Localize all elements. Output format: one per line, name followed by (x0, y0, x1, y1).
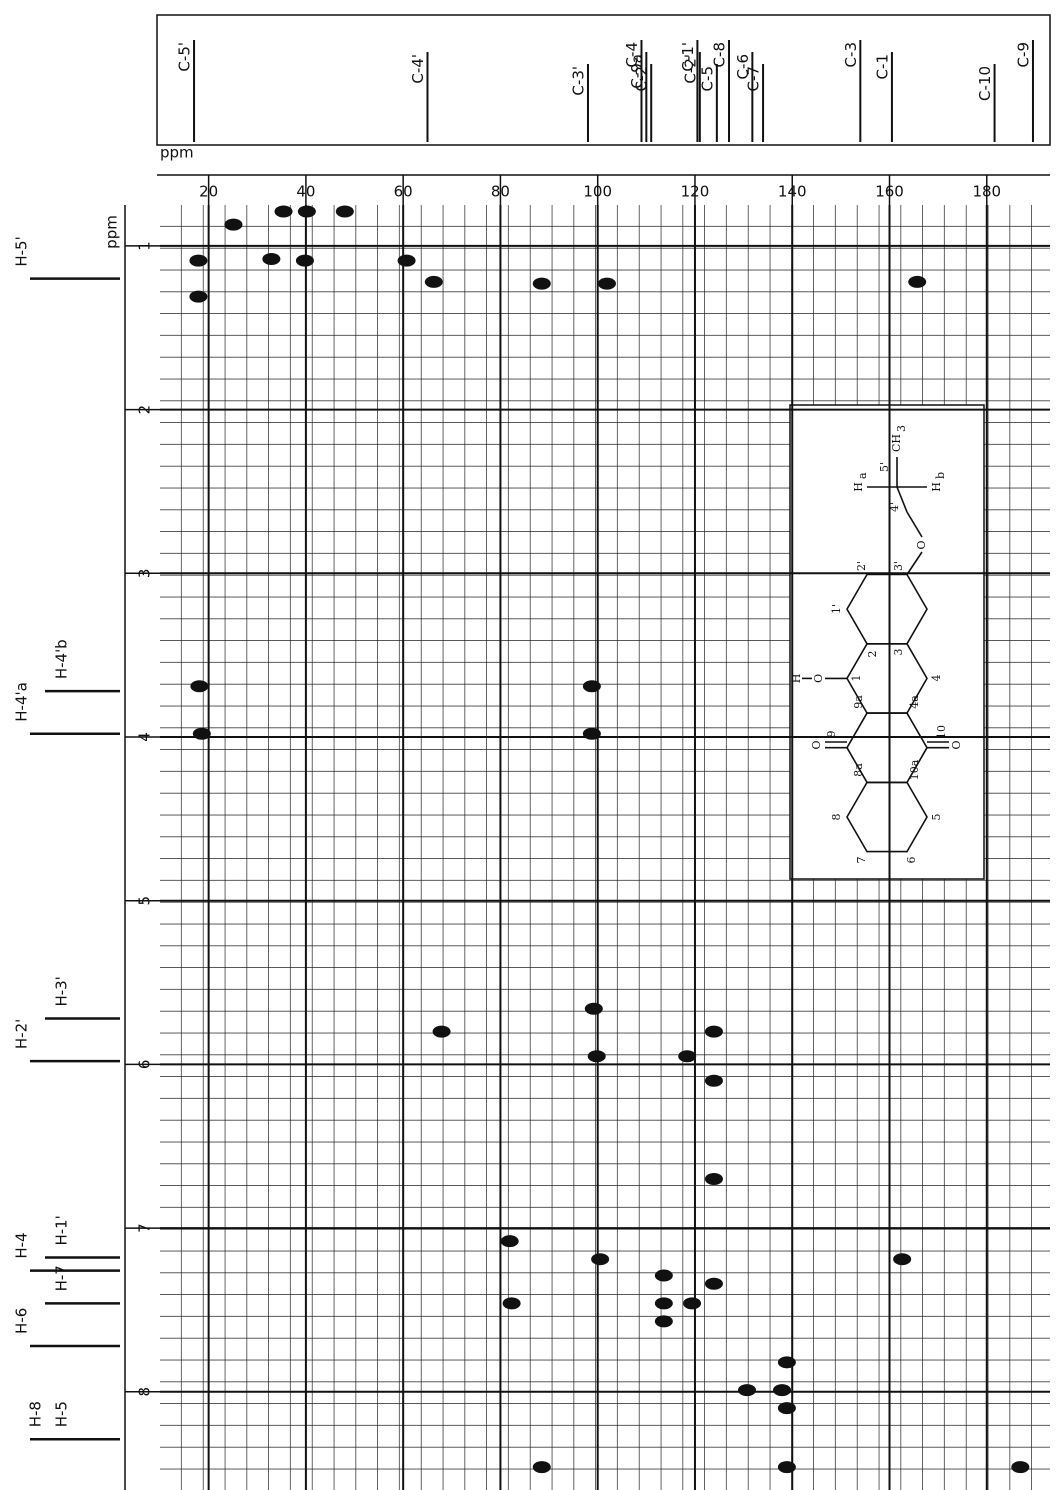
cross-peak (1011, 1461, 1029, 1473)
cross-peak (262, 253, 280, 265)
atom: H (852, 482, 865, 492)
carbon-label: C-5' (176, 42, 194, 72)
cross-peak (190, 680, 208, 692)
cross-peak (678, 1050, 696, 1062)
proton-label: H-8 (27, 1401, 45, 1427)
atom: CH (890, 434, 903, 452)
cross-peak (778, 1402, 796, 1414)
carbon-label: C-10 (976, 66, 994, 101)
cross-peak (533, 278, 551, 290)
cross-peak (705, 1075, 723, 1087)
carbon-label: C-9 (1014, 42, 1032, 67)
atom: O (810, 740, 823, 749)
proton-label: H-1' (53, 1215, 71, 1245)
proton-label: H-2' (13, 1019, 31, 1049)
atom-number: 1' (830, 604, 843, 614)
cross-peak (501, 1235, 519, 1247)
atom: O (915, 540, 928, 549)
cross-peak (503, 1297, 521, 1309)
atom-number: 1 (850, 675, 863, 682)
proton-label: H-6 (13, 1308, 31, 1334)
carbon-label: C-2 (633, 66, 651, 91)
cross-peak (583, 680, 601, 692)
carbon-label: C-8 (711, 42, 729, 67)
atom-number: 3 (892, 649, 905, 656)
proton-label: H-3' (53, 976, 71, 1006)
atom: H (930, 482, 943, 492)
cross-peak (224, 219, 242, 231)
x-axis-label: ppm (160, 144, 194, 162)
atom-number: 3' (892, 561, 905, 571)
cross-peak (275, 206, 293, 218)
carbon-label: C-5 (698, 66, 716, 91)
carbon-label: C-1 (873, 54, 891, 79)
structure: H O O O O H a H b CH 3 1 2 3 4 5 6 7 8 9… (790, 405, 984, 879)
atom-number: 2 (866, 651, 879, 658)
cross-peak (778, 1461, 796, 1473)
cross-peak (433, 1026, 451, 1038)
atom-number: 9a (852, 695, 865, 709)
carbon-label: C-2' (681, 54, 699, 84)
cross-peak (588, 1050, 606, 1062)
carbon-label: C-7 (745, 66, 763, 91)
cross-peak (705, 1173, 723, 1185)
cross-peak (908, 276, 926, 288)
atom: b (934, 472, 947, 479)
proton-label: H-5' (13, 236, 31, 266)
cross-peak (189, 255, 207, 267)
proton-label: H-7 (53, 1265, 71, 1291)
atom-number: 10a (908, 759, 921, 780)
atom-number: 8a (852, 763, 865, 777)
cross-peak (655, 1315, 673, 1327)
cross-peak (773, 1384, 791, 1396)
proton-label: H-5 (53, 1401, 71, 1427)
cross-peak (778, 1356, 796, 1368)
atom: 3 (895, 425, 908, 432)
cross-peak (705, 1278, 723, 1290)
atom-number: 7 (855, 857, 868, 864)
cross-peak (193, 728, 211, 740)
cross-peak (591, 1253, 609, 1265)
atom-number: 4 (930, 675, 943, 682)
proton-label: H-4'b (53, 639, 71, 679)
cross-peak (298, 206, 316, 218)
atom-number: 4a (908, 695, 921, 709)
cross-peak (683, 1297, 701, 1309)
atom: a (856, 472, 869, 479)
carbon-label: C-3' (569, 66, 587, 96)
cross-peak (296, 255, 314, 267)
cross-peak (585, 1003, 603, 1015)
proton-label: H-4'a (13, 682, 31, 722)
cross-peak (583, 728, 601, 740)
carbon-panel (157, 15, 1050, 145)
atom-number: 6 (905, 857, 918, 864)
cross-peak (425, 276, 443, 288)
proton-label: H-4 (13, 1232, 31, 1258)
carbon-label: C-3 (842, 42, 860, 67)
cross-peak (189, 291, 207, 303)
chart: ppm ppm H O O O O H a H b CH 3 1 2 3 4 5… (0, 0, 1063, 1490)
cross-peak (533, 1461, 551, 1473)
carbon-label: C-4' (409, 54, 427, 84)
y-axis-label: ppm (103, 215, 121, 249)
atom: O (812, 674, 825, 683)
cross-peak (398, 255, 416, 267)
cross-peak (336, 206, 354, 218)
atom: O (950, 740, 963, 749)
cross-peak (738, 1384, 756, 1396)
cross-peak (705, 1026, 723, 1038)
cross-peak (655, 1297, 673, 1309)
atom-number: 8 (830, 814, 843, 821)
cross-peak (655, 1270, 673, 1282)
atom-number: 5 (930, 814, 943, 821)
atom-number: 2' (855, 561, 868, 571)
cross-peak (893, 1253, 911, 1265)
cross-peak (598, 278, 616, 290)
